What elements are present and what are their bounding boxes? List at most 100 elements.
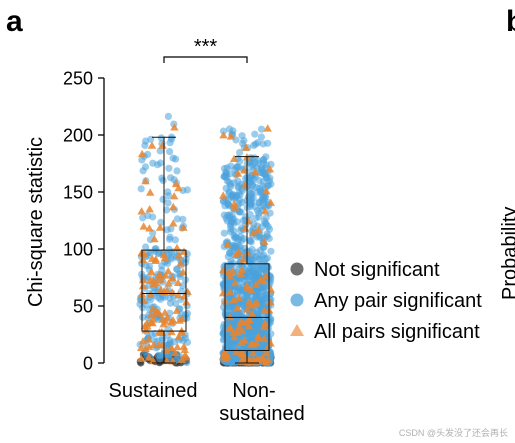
- y-tick-label: 250: [63, 69, 93, 89]
- data-point-all-pairs-significant: [144, 335, 153, 343]
- data-point-all-pairs-significant: [137, 207, 146, 215]
- data-point-all-pairs-significant: [254, 332, 263, 340]
- data-point-all-pairs-significant: [244, 217, 253, 225]
- data-point-any-pair-significant: [183, 186, 191, 194]
- data-point-all-pairs-significant: [180, 345, 189, 353]
- data-point-all-pairs-significant: [150, 234, 159, 243]
- data-point-all-pairs-significant: [173, 342, 182, 351]
- data-point-any-pair-significant: [236, 148, 244, 157]
- data-point-all-pairs-significant: [162, 356, 171, 365]
- data-point-all-pairs-significant: [239, 353, 249, 362]
- data-point-all-pairs-significant: [225, 288, 235, 296]
- data-point-all-pairs-significant: [230, 278, 240, 287]
- data-point-all-pairs-significant: [238, 255, 248, 263]
- data-point-any-pair-significant: [254, 290, 262, 298]
- data-point-all-pairs-significant: [148, 304, 158, 313]
- data-point-any-pair-significant: [225, 211, 233, 219]
- data-point-all-pairs-significant: [240, 336, 249, 344]
- data-point-all-pairs-significant: [179, 223, 188, 231]
- data-point-any-pair-significant: [251, 130, 259, 138]
- data-point-all-pairs-significant: [252, 298, 262, 306]
- data-point-all-pairs-significant: [231, 250, 241, 258]
- data-point-all-pairs-significant: [225, 312, 235, 321]
- legend-label: Any pair significant: [314, 290, 482, 312]
- next-panel-axis-label: Probability: [499, 207, 515, 300]
- data-point-any-pair-significant: [230, 227, 238, 235]
- data-point-all-pairs-significant: [169, 219, 178, 227]
- data-point-any-pair-significant: [250, 154, 259, 162]
- data-point-all-pairs-significant: [230, 203, 240, 211]
- data-point-all-pairs-significant: [262, 187, 271, 195]
- data-point-all-pairs-significant: [172, 243, 182, 252]
- data-point-all-pairs-significant: [234, 323, 244, 331]
- data-point-all-pairs-significant: [145, 342, 154, 351]
- y-tick-label: 0: [83, 354, 93, 374]
- data-point-any-pair-significant: [250, 220, 258, 228]
- data-point-any-pair-significant: [246, 159, 254, 167]
- data-point-all-pairs-significant: [260, 306, 269, 314]
- data-point-any-pair-significant: [220, 211, 228, 219]
- data-point-any-pair-significant: [139, 167, 147, 175]
- data-point-any-pair-significant: [223, 217, 231, 225]
- data-point-all-pairs-significant: [174, 183, 183, 192]
- box-plots: [141, 136, 270, 364]
- data-point-all-pairs-significant: [230, 332, 239, 341]
- data-point-any-pair-significant: [263, 230, 271, 238]
- data-point-all-pairs-significant: [145, 205, 154, 213]
- data-point-any-pair-significant: [253, 248, 261, 256]
- data-point-all-pairs-significant: [260, 237, 269, 245]
- legend-marker-circle: [290, 293, 304, 307]
- data-point-all-pairs-significant: [149, 340, 158, 349]
- data-point-all-pairs-significant: [160, 254, 170, 262]
- data-point-any-pair-significant: [262, 220, 270, 228]
- data-point-all-pairs-significant: [177, 326, 186, 335]
- data-point-any-pair-significant: [245, 334, 253, 342]
- data-point-all-pairs-significant: [219, 131, 228, 139]
- data-point-any-pair-significant: [166, 148, 174, 156]
- data-point-all-pairs-significant: [245, 358, 254, 366]
- data-point-any-pair-significant: [164, 112, 172, 120]
- data-point-any-pair-significant: [163, 206, 171, 214]
- data-point-any-pair-significant: [230, 355, 238, 364]
- data-point-all-pairs-significant: [254, 225, 263, 233]
- data-point-any-pair-significant: [159, 195, 167, 203]
- data-point-any-pair-significant: [254, 139, 262, 147]
- legend-label: All pairs significant: [314, 321, 480, 343]
- data-point-any-pair-significant: [183, 359, 191, 367]
- data-point-all-pairs-significant: [169, 202, 178, 211]
- data-point-all-pairs-significant: [230, 199, 239, 208]
- data-point-any-pair-significant: [227, 341, 236, 349]
- significance-bracket: [163, 56, 248, 63]
- data-point-all-pairs-significant: [237, 265, 247, 273]
- data-point-any-pair-significant: [164, 199, 172, 207]
- data-point-all-pairs-significant: [244, 316, 254, 324]
- data-point-any-pair-significant: [166, 299, 175, 307]
- data-point-any-pair-significant: [166, 233, 174, 241]
- data-point-any-pair-significant: [266, 279, 274, 287]
- data-point-all-pairs-significant: [174, 290, 183, 299]
- data-point-all-pairs-significant: [138, 281, 148, 290]
- data-point-any-pair-significant: [171, 236, 179, 244]
- data-point-all-pairs-significant: [223, 240, 232, 248]
- data-points: [136, 112, 275, 367]
- data-point-all-pairs-significant: [164, 279, 173, 287]
- data-point-all-pairs-significant: [243, 305, 252, 313]
- data-point-all-pairs-significant: [266, 198, 275, 206]
- data-point-all-pairs-significant: [259, 322, 269, 331]
- data-point-all-pairs-significant: [147, 267, 156, 276]
- data-point-all-pairs-significant: [248, 310, 257, 318]
- data-point-all-pairs-significant: [156, 275, 165, 283]
- data-point-all-pairs-significant: [159, 287, 168, 295]
- data-point-all-pairs-significant: [226, 132, 236, 140]
- data-point-all-pairs-significant: [147, 141, 157, 149]
- data-point-all-pairs-significant: [173, 278, 183, 286]
- data-point-all-pairs-significant: [139, 222, 148, 230]
- data-point-any-pair-significant: [247, 189, 255, 198]
- data-point-all-pairs-significant: [239, 318, 248, 326]
- data-point-all-pairs-significant: [149, 279, 158, 288]
- data-point-all-pairs-significant: [177, 355, 187, 363]
- data-point-any-pair-significant: [165, 164, 173, 172]
- data-point-all-pairs-significant: [164, 267, 173, 275]
- data-point-all-pairs-significant: [229, 154, 239, 162]
- panel-label-a: a: [6, 5, 23, 38]
